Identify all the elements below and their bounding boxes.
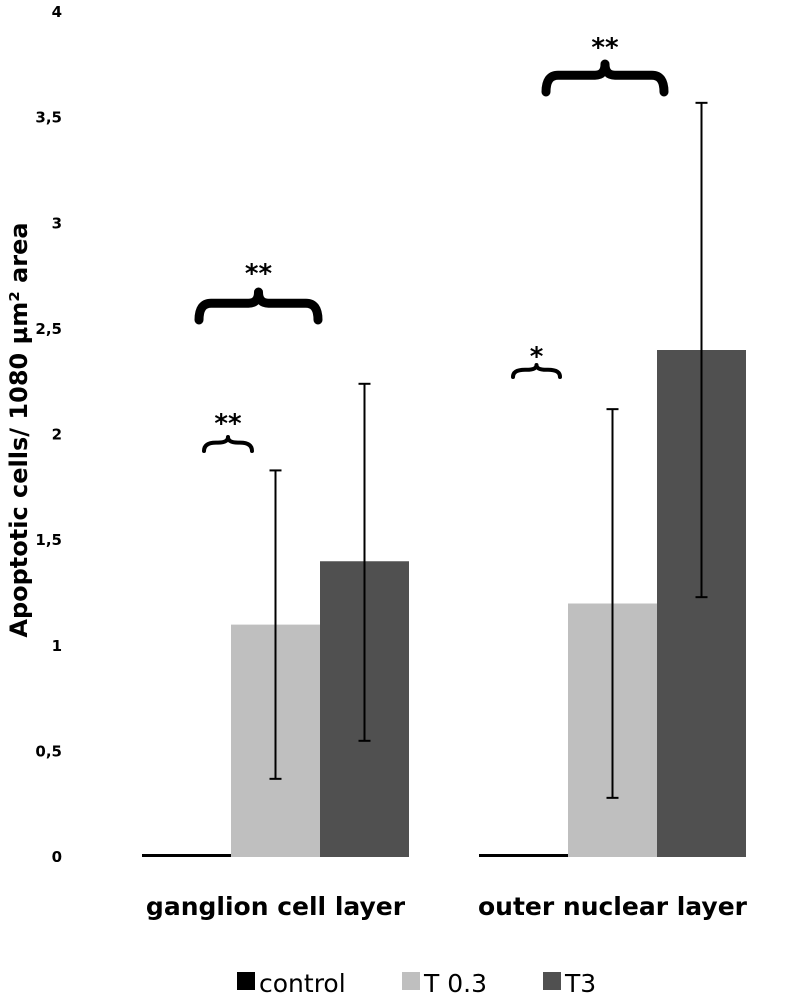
legend-label: T3 xyxy=(564,969,596,998)
y-tick-label: 1 xyxy=(52,637,62,655)
y-tick-label: 0,5 xyxy=(35,742,62,760)
significance-stars: ** xyxy=(214,409,242,439)
legend-label: control xyxy=(259,969,346,998)
significance-stars: ** xyxy=(245,259,273,289)
y-tick-label: 3 xyxy=(52,214,62,232)
y-tick-label: 1,5 xyxy=(35,531,62,549)
x-category-label: ganglion cell layer xyxy=(146,892,406,921)
y-tick-label: 4 xyxy=(52,3,62,21)
x-category-label: outer nuclear layer xyxy=(478,892,748,921)
significance-stars: ** xyxy=(591,33,619,63)
significance-brace xyxy=(194,287,323,325)
y-tick-label: 0 xyxy=(52,848,62,866)
bar-control-0 xyxy=(142,854,231,857)
significance-stars: * xyxy=(530,342,544,372)
significance-brace xyxy=(202,435,254,453)
y-tick-label: 2 xyxy=(52,426,62,444)
y-tick-label: 2,5 xyxy=(35,320,62,338)
legend-label: T 0.3 xyxy=(423,969,487,998)
y-tick-label: 3,5 xyxy=(35,109,62,127)
significance-brace xyxy=(541,59,669,97)
y-axis-label: Apoptotic cells/ 1080 µm² area xyxy=(5,222,33,637)
significance-brace xyxy=(511,363,562,379)
legend-swatch-1 xyxy=(402,972,420,990)
legend-swatch-2 xyxy=(543,972,561,990)
legend-swatch-0 xyxy=(237,972,255,990)
bar-control-1 xyxy=(479,854,568,857)
